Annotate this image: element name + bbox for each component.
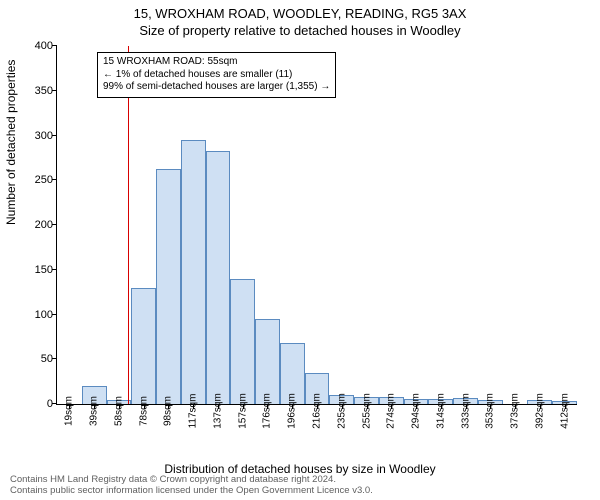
y-tick-label: 0 (47, 398, 53, 410)
annot-line-1: 15 WROXHAM ROAD: 55sqm (103, 56, 330, 69)
y-tick-label: 250 (35, 174, 53, 186)
x-tick-label: 314sqm (435, 393, 446, 429)
reference-line (128, 46, 130, 404)
x-tick-label: 58sqm (113, 396, 124, 426)
y-tick-mark (52, 135, 57, 136)
footer-attribution: Contains HM Land Registry data © Crown c… (10, 475, 373, 496)
histogram-bar (156, 169, 181, 404)
x-tick-label: 39sqm (89, 396, 100, 426)
x-tick-label: 392sqm (534, 393, 545, 429)
x-tick-label: 216sqm (312, 393, 323, 429)
x-tick-label: 255sqm (361, 393, 372, 429)
y-tick-mark (52, 45, 57, 46)
x-tick-label: 333sqm (460, 393, 471, 429)
x-tick-label: 294sqm (411, 393, 422, 429)
x-tick-label: 412sqm (559, 393, 570, 429)
y-tick-mark (52, 269, 57, 270)
y-tick-mark (52, 403, 57, 404)
x-tick-label: 196sqm (287, 393, 298, 429)
x-tick-label: 373sqm (510, 393, 521, 429)
x-tick-label: 78sqm (138, 396, 149, 426)
histogram-bar (206, 151, 231, 404)
x-tick-label: 157sqm (237, 393, 248, 429)
annotation-box: 15 WROXHAM ROAD: 55sqm ← 1% of detached … (97, 52, 336, 98)
y-tick-label: 350 (35, 85, 53, 97)
x-tick-label: 176sqm (262, 393, 273, 429)
x-tick-label: 274sqm (386, 393, 397, 429)
y-tick-label: 200 (35, 219, 53, 231)
x-tick-label: 235sqm (336, 393, 347, 429)
chart-subtitle: Size of property relative to detached ho… (0, 21, 600, 38)
histogram-bar (230, 279, 255, 404)
x-tick-label: 137sqm (212, 393, 223, 429)
histogram-bar (255, 319, 280, 404)
x-tick-label: 117sqm (188, 394, 199, 429)
y-tick-label: 150 (35, 264, 53, 276)
plot-area: 05010015020025030035040019sqm39sqm58sqm7… (56, 46, 577, 405)
y-tick-label: 100 (35, 309, 53, 321)
footer-line2: Contains public sector information licen… (10, 485, 373, 496)
chart-container: 15, WROXHAM ROAD, WOODLEY, READING, RG5 … (0, 0, 600, 500)
address-title: 15, WROXHAM ROAD, WOODLEY, READING, RG5 … (0, 0, 600, 21)
x-tick-label: 19sqm (64, 396, 75, 426)
footer-line1: Contains HM Land Registry data © Crown c… (10, 474, 336, 485)
y-tick-mark (52, 224, 57, 225)
histogram-bar (181, 140, 206, 404)
y-tick-label: 50 (41, 353, 53, 365)
y-tick-mark (52, 358, 57, 359)
histogram-bar (131, 288, 156, 404)
x-tick-label: 353sqm (485, 393, 496, 429)
y-tick-label: 300 (35, 130, 53, 142)
annot-line-3: 99% of semi-detached houses are larger (… (103, 81, 330, 94)
y-tick-label: 400 (35, 40, 53, 52)
y-tick-mark (52, 314, 57, 315)
y-axis-label: Number of detached properties (4, 60, 18, 225)
x-tick-label: 98sqm (163, 396, 174, 426)
y-tick-mark (52, 90, 57, 91)
annot-line-2: ← 1% of detached houses are smaller (11) (103, 69, 330, 82)
y-tick-mark (52, 179, 57, 180)
